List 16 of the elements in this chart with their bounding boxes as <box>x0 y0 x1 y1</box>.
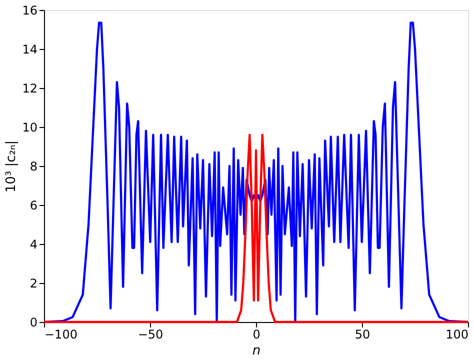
x-tick-label: 50 <box>354 328 370 342</box>
y-tick-label: 2 <box>30 276 38 290</box>
x-tick-label: 100 <box>446 328 468 342</box>
x-tick-label: 0 <box>252 328 260 342</box>
y-tick-label: 6 <box>30 198 38 212</box>
y-tick-label: 8 <box>30 160 38 174</box>
y-tick-label: 16 <box>22 4 38 18</box>
x-tick-label: −50 <box>138 328 164 342</box>
y-tick-label: 4 <box>30 238 38 252</box>
x-axis-title: n <box>252 344 261 358</box>
y-tick-label: 10 <box>22 120 38 134</box>
x-tick-label: −100 <box>44 328 78 342</box>
y-axis-title: 10³ |c₂ₙ| <box>4 140 20 193</box>
y-tick-label: 0 <box>30 316 38 330</box>
y-tick-label: 12 <box>22 82 38 96</box>
y-tick-label: 14 <box>22 42 38 56</box>
